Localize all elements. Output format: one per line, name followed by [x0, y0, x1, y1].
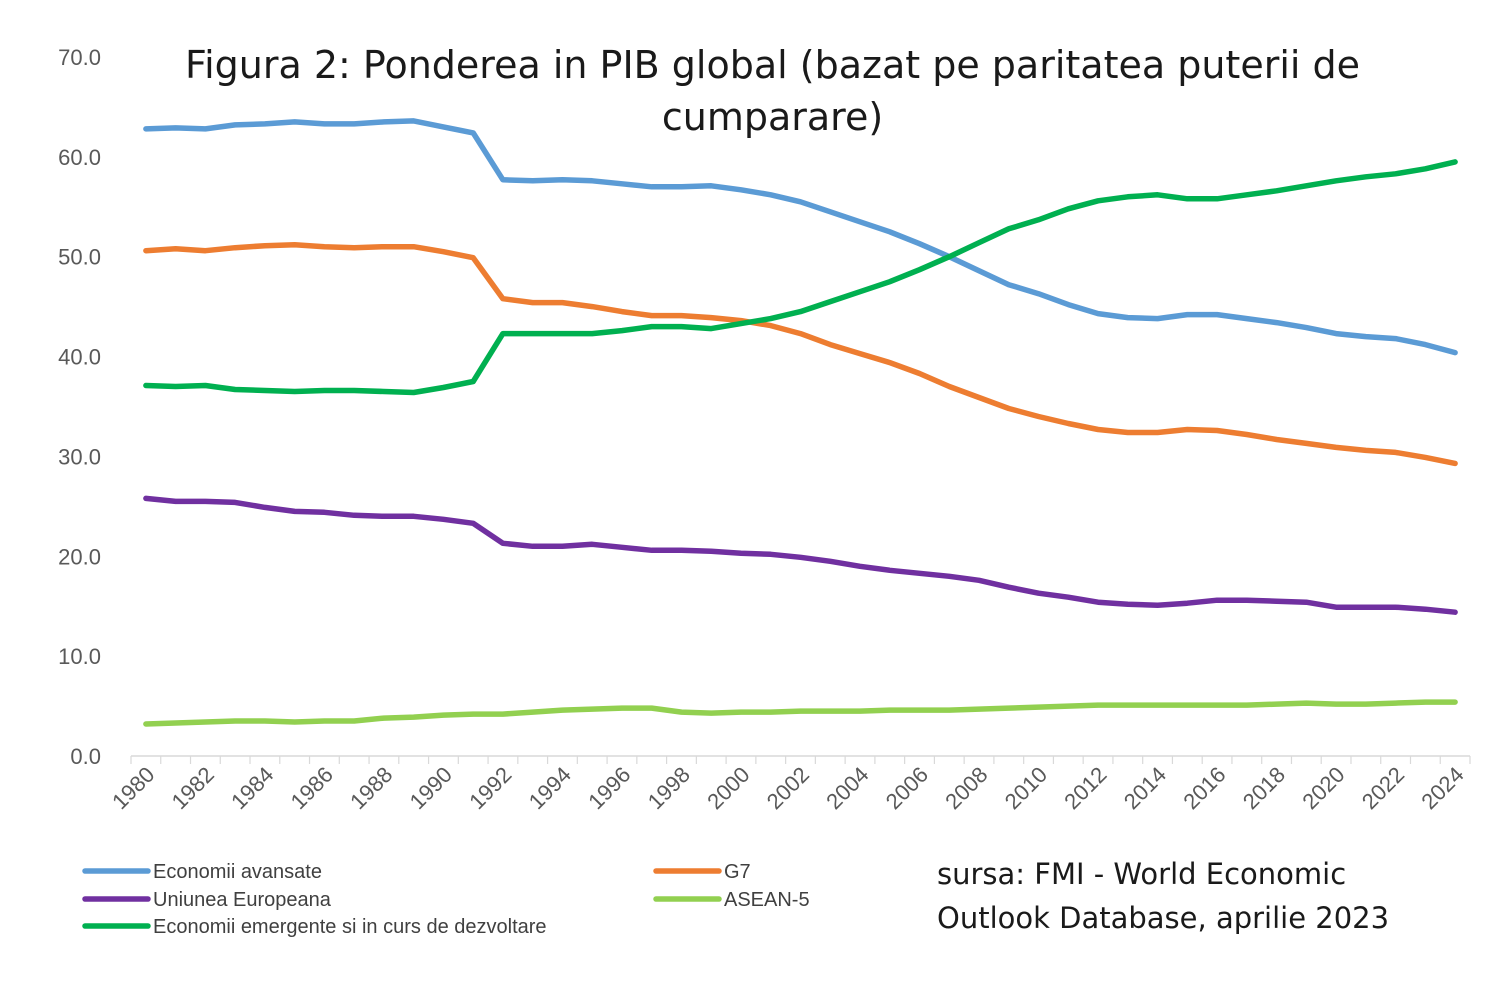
y-tick-label: 40.0: [58, 345, 101, 370]
series-line-2: [143, 495, 1458, 615]
legend-item: ASEAN-5: [653, 889, 810, 911]
y-tick-label: 50.0: [58, 245, 101, 270]
x-tick-label: 2022: [1357, 762, 1409, 814]
x-tick-label: 2020: [1297, 762, 1349, 814]
legend-label: Economii emergente si in curs de dezvolt…: [153, 916, 547, 938]
x-tick-label: 2002: [762, 762, 814, 814]
legend-item: Economii avansate: [82, 861, 322, 883]
x-tick-label: 2006: [881, 762, 933, 814]
x-tick-label: 2012: [1059, 762, 1111, 814]
legend-label: Economii avansate: [153, 861, 322, 883]
source-note-line-2: Outlook Database, aprilie 2023: [937, 901, 1390, 935]
source-note: sursa: FMI - World Economic Outlook Data…: [937, 852, 1457, 940]
series-line-4: [143, 159, 1458, 396]
x-tick-label: 1998: [643, 762, 695, 814]
x-tick-label: 2014: [1119, 762, 1171, 814]
x-tick-label: 1990: [405, 762, 457, 814]
y-tick-label: 10.0: [58, 644, 101, 669]
x-tick-label: 2024: [1416, 762, 1468, 814]
chart-legend: Economii avansate G7 Uniunea Europeana ASEA…: [82, 861, 810, 938]
legend-item: Uniunea Europeana: [82, 889, 332, 911]
x-tick-label: 2010: [1000, 762, 1052, 814]
legend-item: Economii emergente si in curs de dezvolt…: [82, 916, 547, 938]
x-tick-label: 1988: [345, 762, 397, 814]
x-tick-label: 2004: [821, 762, 873, 814]
x-tick-label: 1980: [107, 762, 159, 814]
x-tick-label: 2008: [940, 762, 992, 814]
legend-item: G7: [653, 861, 751, 883]
x-tick-label: 1996: [583, 762, 635, 814]
x-tick-label: 2000: [702, 762, 754, 814]
x-tick-label: 2018: [1238, 762, 1290, 814]
series-line-1: [143, 241, 1458, 467]
legend-label: ASEAN-5: [724, 889, 810, 911]
source-note-line-1: sursa: FMI - World Economic: [937, 857, 1347, 891]
x-tick-label: 2016: [1178, 762, 1230, 814]
y-tick-label: 70.0: [58, 45, 101, 70]
x-tick-label: 1994: [524, 762, 576, 814]
y-tick-label: 20.0: [58, 544, 101, 569]
x-tick-label: 1986: [286, 762, 338, 814]
x-tick-label: 1984: [226, 762, 278, 814]
y-tick-label: 30.0: [58, 444, 101, 469]
y-tick-label: 60.0: [58, 145, 101, 170]
y-tick-label: 0.0: [70, 744, 101, 769]
series-lines: [143, 118, 1458, 727]
x-tick-label: 1992: [464, 762, 516, 814]
series-line-0: [143, 118, 1458, 356]
legend-label: G7: [724, 861, 751, 883]
chart-title: Figura 2: Ponderea in PIB global (bazat …: [184, 43, 1361, 140]
series-line-3: [143, 699, 1458, 727]
x-tick-label: 1982: [167, 762, 219, 814]
legend-label: Uniunea Europeana: [153, 889, 332, 911]
